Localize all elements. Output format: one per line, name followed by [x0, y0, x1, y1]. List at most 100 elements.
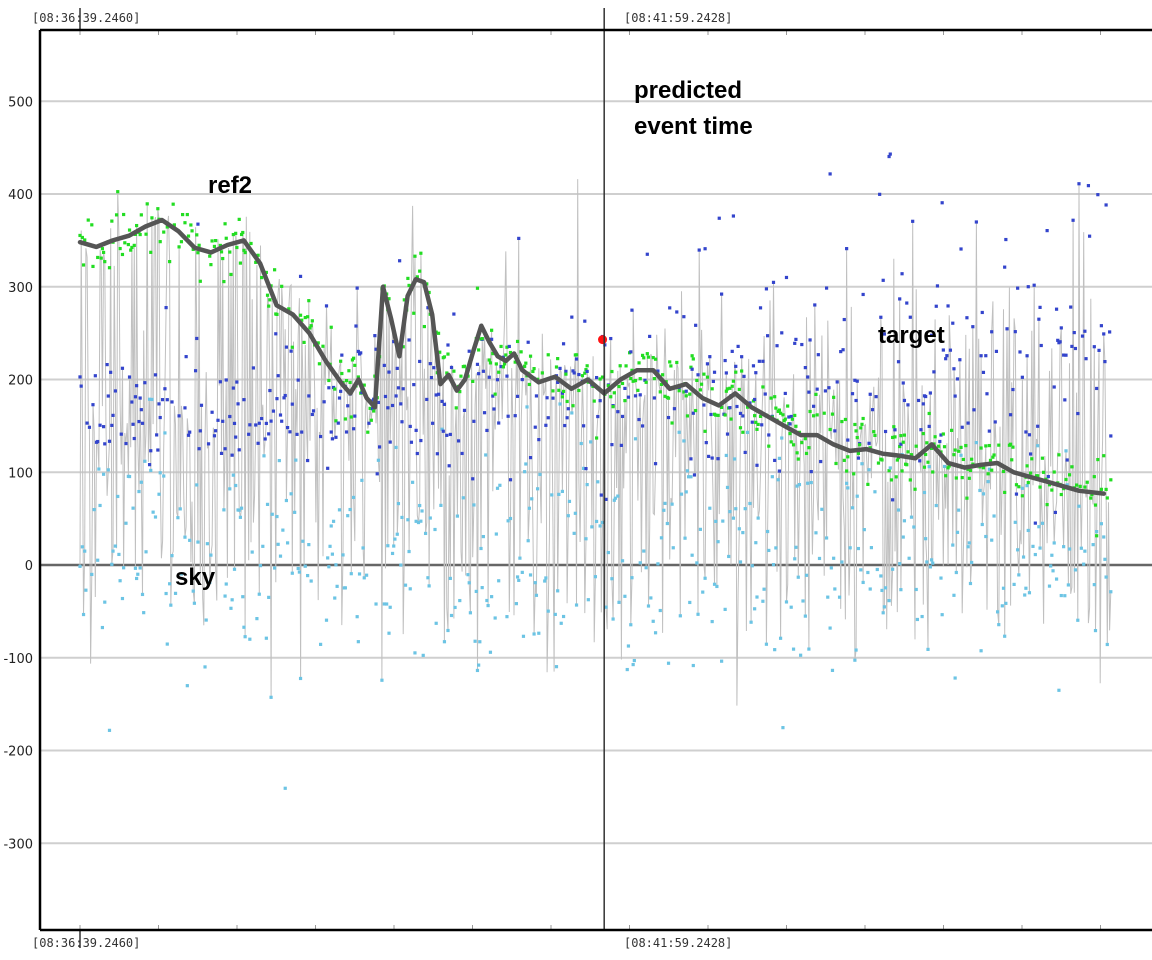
target-point	[1032, 283, 1036, 287]
target-point	[1083, 329, 1087, 333]
target-point	[517, 236, 521, 241]
target-point	[184, 355, 188, 359]
sky-point	[472, 503, 476, 507]
ref2-point	[415, 275, 419, 279]
ref2-point	[1099, 487, 1103, 491]
target-point	[861, 292, 865, 297]
target-point	[807, 390, 811, 394]
ref2-point	[413, 254, 417, 258]
sky-point	[809, 480, 813, 485]
sky-point	[953, 676, 957, 680]
target-point	[513, 414, 517, 418]
sky-point	[824, 536, 829, 540]
ref2-point	[756, 422, 760, 427]
sky-point	[846, 486, 850, 490]
sky-point	[544, 576, 548, 580]
sky-point	[399, 563, 403, 567]
sky-point	[738, 560, 743, 564]
sky-point	[243, 635, 247, 639]
target-point	[216, 418, 220, 422]
ref2-point	[565, 399, 569, 404]
sky-point	[147, 397, 152, 401]
target-point	[712, 370, 717, 374]
target-point	[570, 315, 574, 319]
ref2-point	[991, 455, 995, 459]
target-point	[327, 386, 331, 390]
target-point	[295, 432, 299, 436]
sky-point	[915, 617, 919, 622]
ref2-point	[551, 389, 555, 393]
ref2-point	[366, 430, 370, 434]
target-point	[210, 410, 214, 414]
target-point	[1062, 353, 1066, 357]
target-point	[984, 354, 988, 358]
ref2-point	[1041, 470, 1046, 474]
sky-point	[498, 483, 502, 487]
target-point	[412, 383, 416, 387]
target-point	[408, 424, 412, 429]
sky-point	[631, 662, 635, 667]
target-point	[730, 349, 734, 353]
target-point	[689, 457, 693, 461]
ref2-point	[580, 374, 585, 378]
sky-point	[525, 405, 529, 409]
sky-point	[530, 497, 534, 501]
sky-point	[428, 516, 432, 520]
target-point	[247, 432, 251, 436]
sky-point	[701, 590, 705, 594]
ref2-point	[275, 312, 279, 317]
sky-point	[1033, 552, 1037, 557]
ref2-point	[499, 344, 503, 349]
ref2-point	[224, 236, 228, 240]
target-point	[460, 451, 464, 456]
time-label-mid-bottom: [08:41:59.2428]	[624, 936, 732, 950]
target-point	[846, 438, 850, 442]
sky-point	[521, 634, 526, 638]
target-point	[242, 398, 246, 402]
sky-point	[728, 509, 732, 514]
target-point	[515, 394, 520, 398]
y-tick-label: -200	[3, 745, 33, 760]
sky-point	[868, 587, 872, 591]
ref2-point	[964, 444, 968, 448]
target-point	[228, 414, 232, 419]
ref2-point	[832, 395, 836, 399]
sky-point	[365, 573, 369, 577]
ref2-point	[310, 319, 314, 323]
ref2-point	[659, 382, 664, 387]
target-point	[751, 364, 756, 368]
target-point	[425, 397, 429, 402]
target-point	[374, 347, 378, 351]
target-point	[135, 384, 139, 388]
sky-point	[1099, 522, 1103, 526]
ref2-point	[493, 392, 497, 396]
sky-point	[162, 474, 166, 478]
target-point	[113, 389, 117, 393]
ref2-point	[598, 377, 602, 381]
sky-point	[538, 472, 542, 477]
ref2-point	[965, 496, 969, 500]
ref2-point	[606, 384, 610, 388]
sky-point	[157, 492, 161, 496]
target-point	[428, 362, 432, 366]
sky-point	[361, 546, 365, 550]
target-point	[267, 432, 271, 436]
ref2-point	[724, 389, 728, 393]
target-point	[1053, 510, 1057, 515]
ref2-point	[954, 476, 958, 480]
sky-point	[143, 459, 147, 463]
target-point	[874, 395, 878, 399]
sky-point	[970, 560, 974, 565]
sky-point	[931, 561, 935, 565]
target-point	[155, 433, 159, 437]
sky-point	[386, 544, 390, 548]
target-point	[432, 366, 436, 370]
target-point	[329, 430, 333, 434]
ref2-point	[913, 487, 917, 491]
target-point	[140, 421, 145, 425]
sky-point	[725, 485, 730, 490]
target-point	[520, 377, 524, 382]
ref2-point	[228, 250, 232, 254]
sky-point	[764, 642, 769, 646]
target-point	[921, 402, 925, 406]
